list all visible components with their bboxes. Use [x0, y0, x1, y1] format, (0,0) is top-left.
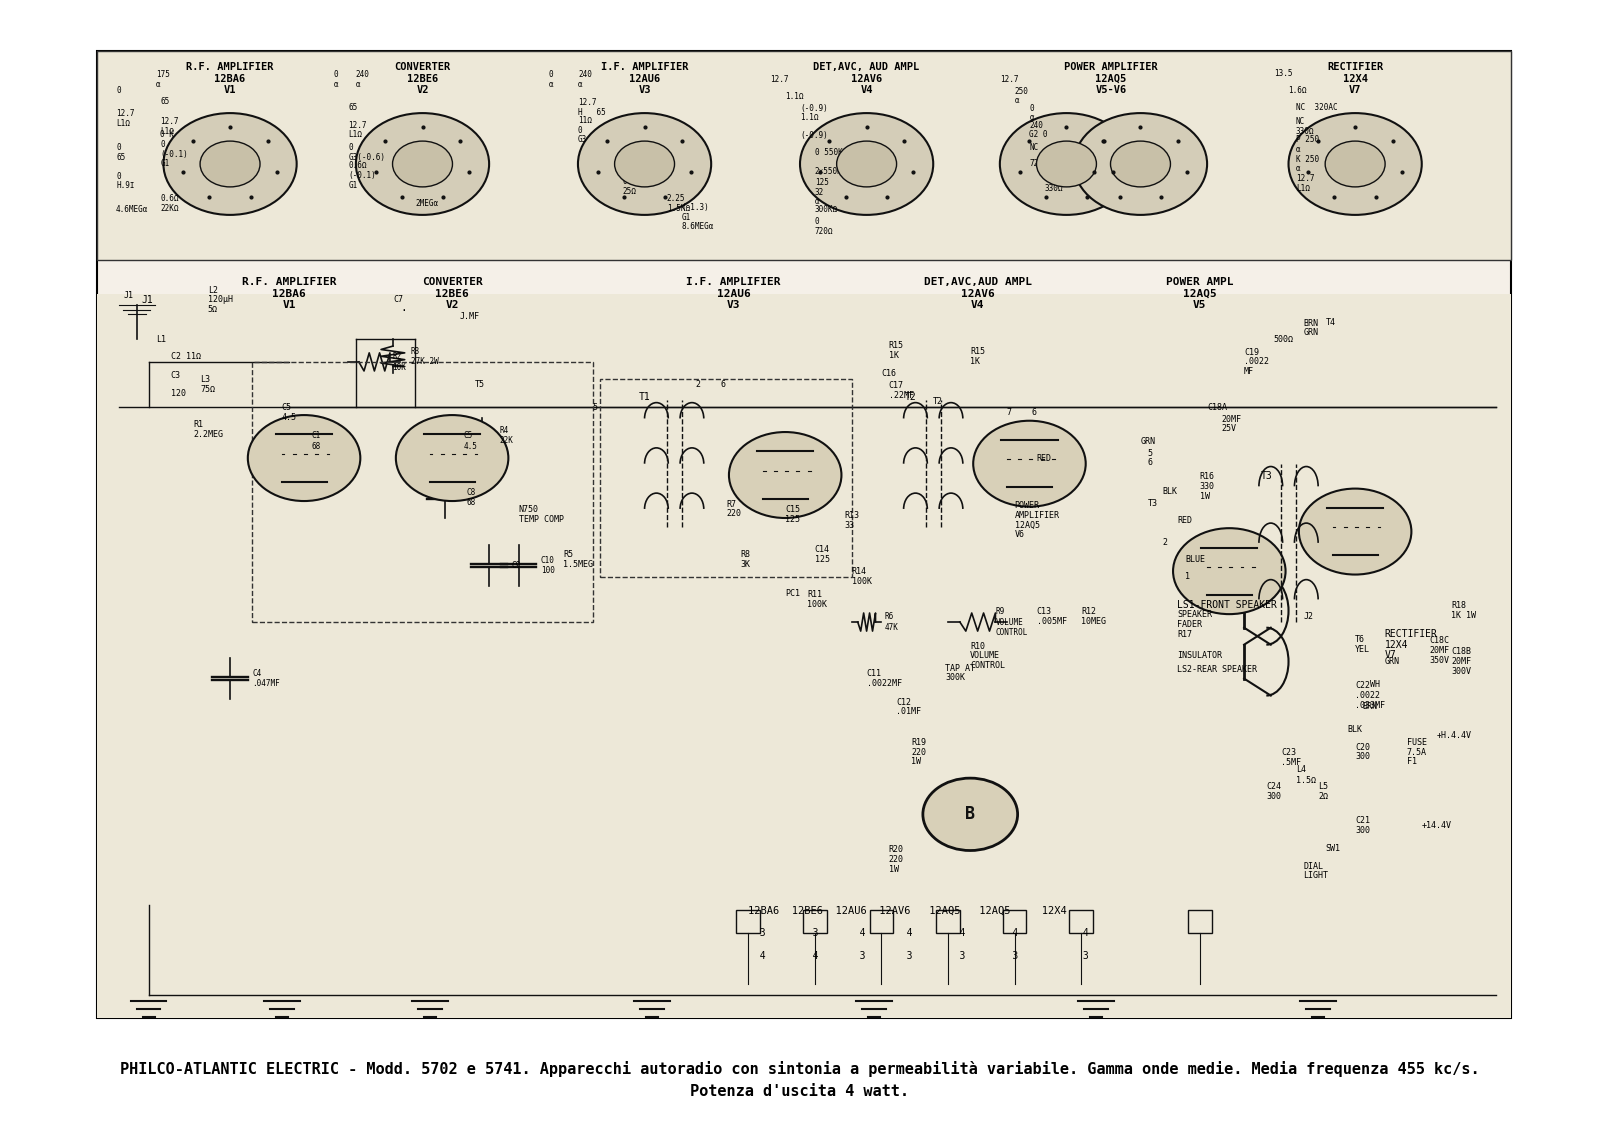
- Text: 3        3       4       4        4        4           4: 3 3 4 4 4 4 4: [749, 929, 1090, 938]
- Text: 12BA6  12BE6  12AU6  12AV6   12AQ5   12AQ5     12X4: 12BA6 12BE6 12AU6 12AV6 12AQ5 12AQ5 12X4: [749, 906, 1067, 915]
- Text: C11
.0022MF: C11 .0022MF: [867, 670, 902, 688]
- Text: C18B
20MF
300V: C18B 20MF 300V: [1451, 647, 1472, 676]
- Text: (-0.9): (-0.9): [800, 131, 827, 140]
- Text: C13
.005MF: C13 .005MF: [1037, 607, 1067, 625]
- Text: C4
.047MF: C4 .047MF: [253, 668, 280, 689]
- Text: 12.7
L1Ω: 12.7 L1Ω: [117, 110, 134, 128]
- Text: P 250
α: P 250 α: [1296, 136, 1318, 154]
- Circle shape: [1110, 141, 1171, 187]
- Text: T6
YEL: T6 YEL: [1355, 636, 1370, 654]
- Text: GRN: GRN: [1141, 437, 1155, 446]
- Text: R18
1K 1W: R18 1K 1W: [1451, 602, 1477, 620]
- Text: BRN: BRN: [1363, 702, 1378, 711]
- Text: R7
220: R7 220: [726, 500, 741, 518]
- Text: R2
10K: R2 10K: [392, 352, 406, 372]
- Text: T1: T1: [638, 391, 651, 402]
- Bar: [869, 910, 893, 933]
- Text: L1: L1: [157, 335, 166, 344]
- FancyBboxPatch shape: [98, 51, 1510, 1018]
- Text: 5
6: 5 6: [1147, 449, 1154, 467]
- Text: R14
100K: R14 100K: [851, 568, 872, 586]
- Circle shape: [1288, 113, 1422, 215]
- Text: R16
330
1W: R16 330 1W: [1200, 472, 1214, 501]
- Text: T4: T4: [1325, 318, 1336, 327]
- Text: R9
VOLUME
CONTROL: R9 VOLUME CONTROL: [995, 607, 1027, 637]
- Text: +H.4.4V: +H.4.4V: [1437, 731, 1472, 740]
- Text: C21
300: C21 300: [1355, 817, 1370, 835]
- Text: WH: WH: [1370, 680, 1379, 689]
- Text: 0
G1: 0 G1: [622, 152, 632, 170]
- Text: C23
.5MF: C23 .5MF: [1282, 749, 1301, 767]
- Text: C18C
20MF
350V: C18C 20MF 350V: [1429, 636, 1450, 665]
- Text: R8
3K: R8 3K: [741, 551, 750, 569]
- Text: 0
65: 0 65: [117, 144, 125, 162]
- Circle shape: [800, 113, 933, 215]
- Bar: [253, 362, 592, 622]
- Text: R11
100K: R11 100K: [808, 590, 827, 608]
- Text: C20
300: C20 300: [1355, 743, 1370, 761]
- Circle shape: [614, 141, 675, 187]
- Text: 720Ω: 720Ω: [1029, 159, 1048, 169]
- Text: DET,AVC, AUD AMPL
12AV6
V4: DET,AVC, AUD AMPL 12AV6 V4: [813, 62, 920, 95]
- Circle shape: [730, 432, 842, 518]
- Text: R12
10MEG: R12 10MEG: [1082, 607, 1106, 625]
- Circle shape: [355, 113, 490, 215]
- Text: 1.6Ω: 1.6Ω: [1288, 86, 1307, 95]
- Text: 13.5: 13.5: [1274, 69, 1293, 78]
- Text: BLUE: BLUE: [1186, 555, 1205, 564]
- Text: 12.7
L1Ω: 12.7 L1Ω: [1296, 174, 1315, 192]
- Text: 0
G3(-0.6): 0 G3(-0.6): [349, 144, 386, 162]
- Text: C9: C9: [512, 561, 520, 570]
- Bar: [1187, 910, 1211, 933]
- Text: 12.7: 12.7: [1000, 75, 1018, 84]
- Text: 11Ω
0
G3: 11Ω 0 G3: [578, 115, 592, 145]
- Text: 0.6Ω
(-0.1)
G1: 0.6Ω (-0.1) G1: [349, 161, 376, 190]
- Text: GRN: GRN: [1384, 657, 1400, 666]
- Text: +14.4V: +14.4V: [1422, 821, 1451, 830]
- Text: J2: J2: [1304, 612, 1314, 621]
- Bar: [803, 910, 827, 933]
- Text: CONVERTER
12BE6
V2: CONVERTER 12BE6 V2: [394, 62, 451, 95]
- Text: C16: C16: [882, 369, 896, 378]
- Text: J1: J1: [123, 291, 133, 300]
- Text: 500Ω: 500Ω: [1274, 335, 1294, 344]
- Circle shape: [1299, 489, 1411, 575]
- Text: C10
100: C10 100: [541, 555, 555, 576]
- Text: L3
75Ω: L3 75Ω: [200, 375, 216, 394]
- Text: 300KΩ: 300KΩ: [814, 205, 838, 214]
- Text: (-0.9)
1.1Ω: (-0.9) 1.1Ω: [800, 104, 827, 122]
- Text: R3
27K 2W: R3 27K 2W: [411, 346, 438, 366]
- Text: R6
47K: R6 47K: [885, 612, 898, 632]
- Text: NC
330Ω: NC 330Ω: [1296, 118, 1315, 136]
- Text: R.F. AMPLIFIER
12BA6
V1: R.F. AMPLIFIER 12BA6 V1: [242, 277, 336, 310]
- Circle shape: [1037, 141, 1096, 187]
- Text: C3: C3: [171, 371, 181, 380]
- Bar: [600, 379, 851, 577]
- Circle shape: [200, 141, 261, 187]
- Text: 12.7
L1Ω: 12.7 L1Ω: [160, 118, 179, 136]
- Text: R20
220
1W: R20 220 1W: [890, 845, 904, 874]
- Text: DET,AVC,AUD AMPL
12AV6
V4: DET,AVC,AUD AMPL 12AV6 V4: [923, 277, 1032, 310]
- Text: RECTIFIER
12X4
V7: RECTIFIER 12X4 V7: [1326, 62, 1384, 95]
- Text: NC  320AC: NC 320AC: [1296, 103, 1338, 112]
- Text: T2: T2: [906, 391, 917, 402]
- Text: R4
22K: R4 22K: [499, 425, 514, 446]
- Text: L4: L4: [1296, 765, 1306, 774]
- Circle shape: [973, 421, 1086, 507]
- Text: C14
125: C14 125: [814, 545, 830, 563]
- Text: SW1: SW1: [1325, 844, 1341, 853]
- Text: 65: 65: [160, 97, 170, 106]
- Text: 0: 0: [117, 86, 120, 95]
- Text: LS2-REAR SPEAKER: LS2-REAR SPEAKER: [1178, 665, 1258, 674]
- Text: RECTIFIER
12X4
V7: RECTIFIER 12X4 V7: [1384, 629, 1438, 661]
- Text: R10
VOLUME
CONTROL: R10 VOLUME CONTROL: [970, 641, 1005, 671]
- Text: R13
33: R13 33: [845, 511, 859, 529]
- Text: 240
α: 240 α: [355, 70, 370, 88]
- Text: 1: 1: [1186, 572, 1190, 581]
- Text: CONVERTER
12BE6
V2: CONVERTER 12BE6 V2: [422, 277, 483, 310]
- Circle shape: [1000, 113, 1133, 215]
- Text: C18A: C18A: [1206, 403, 1227, 412]
- Text: FUSE
7.5A
F1: FUSE 7.5A F1: [1406, 737, 1427, 767]
- Text: 320AC
330Ω: 320AC 330Ω: [1045, 174, 1067, 192]
- Text: 2    6: 2 6: [696, 380, 726, 389]
